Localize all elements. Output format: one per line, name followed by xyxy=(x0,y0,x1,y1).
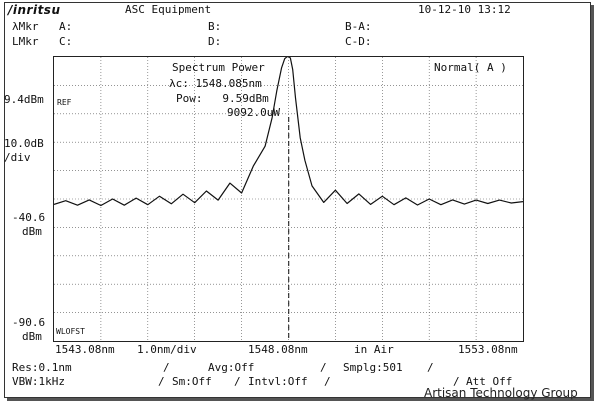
mid-level-label: -40.6 xyxy=(12,211,46,224)
separator-5: / xyxy=(234,375,241,388)
plot-title: Spectrum Power xyxy=(172,61,265,74)
marker-a: A: xyxy=(59,20,73,33)
watermark: Artisan Technology Group xyxy=(424,386,578,400)
spectrum-trace xyxy=(54,57,523,207)
separator-1: / xyxy=(163,361,170,374)
l-marker-label: LMkr xyxy=(12,35,39,48)
spectrum-plot: Spectrum Power λc: 1548.085nm Pow: 9.59d… xyxy=(53,56,524,342)
ref-tag: REF xyxy=(57,98,72,107)
separator-7: / xyxy=(453,375,460,388)
marker-c: C: xyxy=(59,35,73,48)
x-stop-label: 1553.08nm xyxy=(458,343,518,356)
equipment-title: ASC Equipment xyxy=(125,3,212,16)
intvl-setting: Intvl:Off xyxy=(248,375,308,388)
marker-d: D: xyxy=(208,35,222,48)
sm-setting: Sm:Off xyxy=(172,375,212,388)
smplg-setting: Smplg:501 xyxy=(343,361,403,374)
lambda-marker-label: λMkr xyxy=(12,20,39,33)
resolution-setting: Res:0.1nm xyxy=(12,361,72,374)
separator-2: / xyxy=(320,361,327,374)
separator-4: / xyxy=(158,375,165,388)
marker-c-minus-d: C-D: xyxy=(345,35,372,48)
peak-power: Pow: 9.59dBm xyxy=(176,92,269,105)
x-span-label: 1.0nm/div xyxy=(137,343,197,356)
separator-6: / xyxy=(324,375,331,388)
att-setting: Att Off xyxy=(466,375,513,388)
scale-label: 10.0dB xyxy=(4,137,44,150)
scale-unit-label: /div xyxy=(4,151,31,164)
ref-level-label: 9.4dBm xyxy=(4,93,44,106)
marker-b: B: xyxy=(208,20,222,33)
separator-3: / xyxy=(427,361,434,374)
marker-b-minus-a: B-A: xyxy=(345,20,372,33)
avg-setting: Avg:Off xyxy=(208,361,255,374)
medium-label: in Air xyxy=(354,343,394,356)
anritsu-logo: /inritsu xyxy=(8,3,61,17)
peak-power-uw: 9092.0uW xyxy=(227,106,280,119)
spectrum-chart xyxy=(54,57,523,341)
x-start-label: 1543.08nm xyxy=(55,343,115,356)
center-wavelength: λc: 1548.085nm xyxy=(169,77,262,90)
wlofst-tag: WLOFST xyxy=(56,327,85,336)
display-mode: Normal( A ) xyxy=(434,61,507,74)
bottom-level-unit: dBm xyxy=(22,330,42,343)
analyzer-screen xyxy=(4,2,591,398)
bottom-level-label: -90.6 xyxy=(12,316,46,329)
datetime: 10-12-10 13:12 xyxy=(418,3,511,16)
mid-level-unit: dBm xyxy=(22,225,42,238)
vbw-setting: VBW:1kHz xyxy=(12,375,65,388)
x-center-label: 1548.08nm xyxy=(248,343,308,356)
